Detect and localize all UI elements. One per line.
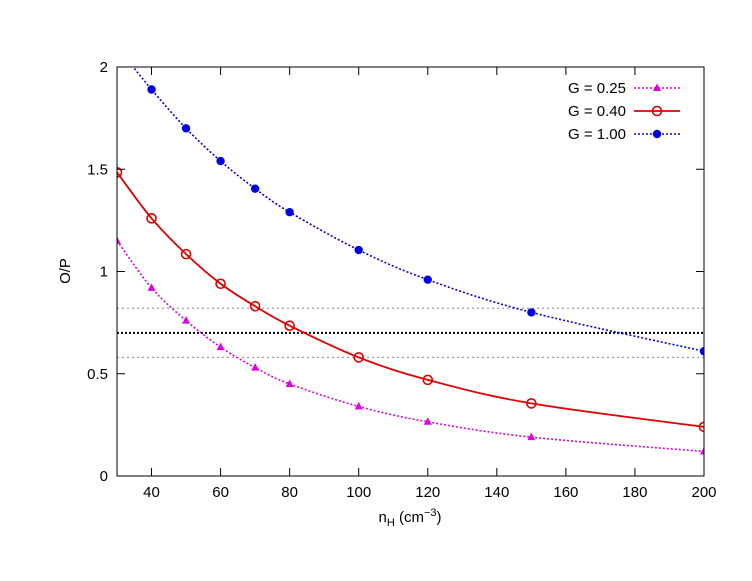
data-point [423,275,432,284]
y-axis-label: O/P [57,258,74,284]
x-tick-label: 60 [212,484,229,501]
y-tick-label: 2 [100,59,108,76]
y-tick-label: 0 [100,468,108,485]
x-tick-label: 200 [691,484,716,501]
data-point [527,308,536,317]
data-point [147,283,156,291]
data-point [216,156,225,166]
data-point [251,363,260,371]
data-point [526,398,537,409]
legend-marker [651,105,663,117]
x-tick-label: 100 [346,484,371,501]
x-tick-label: 40 [143,484,160,501]
x-tick-label: 120 [415,484,440,501]
x-axis: 40 60 80 100 120 140 160 180 200 [143,67,717,501]
legend-label: G = 1.00 [568,126,626,143]
data-point [527,432,536,441]
data-point [215,278,226,290]
series-markers [113,42,704,455]
legend-label: G = 0.40 [568,103,626,120]
y-axis: 0 0.5 1 1.5 2 [87,59,704,485]
x-tick-label: 160 [553,484,578,501]
x-tick-label: 180 [622,484,647,501]
data-point [216,342,225,351]
x-tick-label: 80 [281,484,298,501]
legend: G = 0.25 G = 0.40 G = 1.00 [568,80,680,143]
legend-marker [653,83,661,91]
data-point [250,184,260,193]
data-point [422,374,434,386]
data-point [699,347,704,356]
data-point [180,248,192,260]
data-point [117,167,123,178]
x-axis-label: nH (cm−3) [378,507,441,529]
data-point [113,42,121,50]
data-point [354,245,363,255]
data-point [147,85,156,94]
data-point [354,401,363,410]
y-tick-label: 1.5 [87,161,108,178]
data-point [284,320,295,331]
data-point [700,446,704,455]
x-tick-label: 140 [484,484,509,501]
y-tick-label: 1 [100,264,108,281]
data-point [249,300,261,312]
data-point [698,421,704,433]
data-point [285,379,294,387]
legend-marker [652,129,662,139]
series-line [117,171,704,428]
legend-label: G = 0.25 [568,80,626,97]
data-point [285,207,294,217]
data-point [353,352,365,363]
reference-lines [117,307,704,358]
data-point [146,213,157,224]
data-point [117,236,121,244]
data-point [182,316,191,324]
data-point [423,417,432,425]
data-point [181,124,191,133]
y-tick-label: 0.5 [87,366,108,383]
